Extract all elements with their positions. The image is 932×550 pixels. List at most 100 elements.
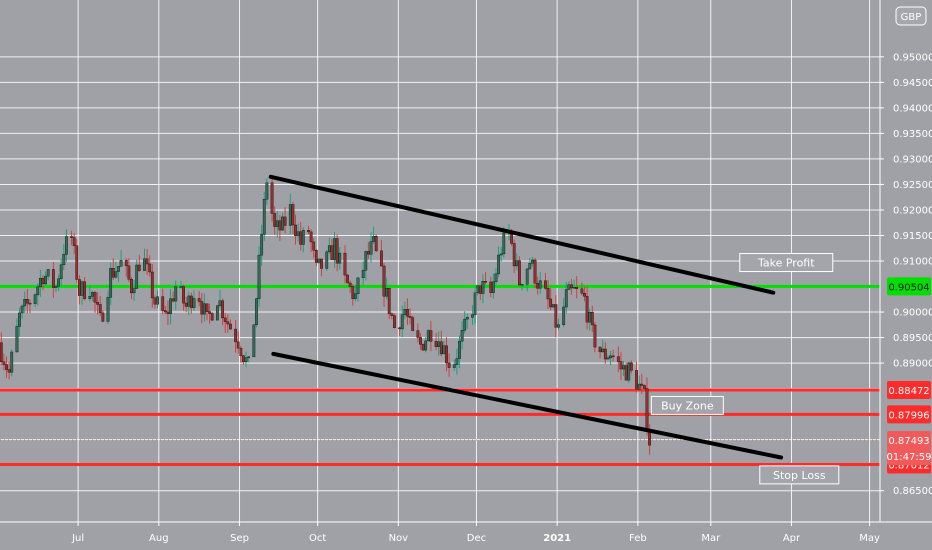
candle-body [351, 286, 355, 299]
trendline[interactable] [268, 174, 776, 295]
candle-up [215, 304, 219, 321]
candle-up [424, 337, 428, 353]
candle-body [174, 286, 178, 302]
price-tick-label: 0.89500 [893, 333, 932, 344]
last-price-tag[interactable]: 0.87493 01:47:59 [887, 431, 932, 466]
candle-body [497, 254, 500, 275]
candle-up [525, 267, 529, 292]
candle-body [260, 234, 264, 256]
candle-body [460, 330, 464, 342]
candle-body [64, 236, 68, 255]
candle-body [611, 355, 615, 358]
candle-down [70, 230, 73, 246]
candle-up [471, 305, 474, 325]
candle-down [544, 273, 547, 290]
candle-down [619, 352, 623, 381]
horizontal-levels[interactable] [0, 284, 880, 467]
candle-body [570, 284, 573, 289]
candle-up [327, 237, 331, 254]
candle-down [346, 273, 349, 284]
level-price-tag[interactable]: 0.88472 [887, 381, 931, 400]
price-axis[interactable]: 0.86500 0.89000 0.89500 0.90000 0.91000 0.915… [879, 0, 932, 550]
candle-body [455, 358, 459, 365]
price-tick-label: 0.93000 [893, 154, 932, 165]
candle-up [460, 321, 464, 350]
candle-body [520, 284, 524, 286]
candle-body [481, 281, 485, 294]
candle-body [372, 236, 376, 242]
annotation-take-profit[interactable]: Take Profit [739, 253, 834, 273]
candle-up [169, 288, 172, 325]
annotation-stop-loss[interactable]: Stop Loss [759, 465, 840, 485]
candle-body [445, 345, 448, 364]
level-price-tag[interactable]: 0.87996 [887, 405, 931, 424]
candle-down [421, 343, 425, 351]
price-tick-label: 0.92500 [893, 180, 932, 191]
candle-up [114, 261, 118, 279]
candle-down [330, 238, 334, 260]
annotation-label: Take Profit [757, 257, 815, 270]
candle-down [439, 330, 443, 357]
candle-down [374, 234, 378, 253]
candle-body [635, 370, 638, 390]
candle-down [367, 242, 370, 259]
candle-body [137, 264, 141, 271]
candle-body [515, 260, 519, 267]
price-tick-label: 0.89000 [893, 359, 932, 370]
candle-up [637, 375, 641, 390]
time-axis[interactable]: Jul Aug Sep Oct Nov Dec 2021 Feb Mar Apr May [0, 521, 932, 550]
candle-body [244, 357, 248, 362]
annotation-buy-zone[interactable]: Buy Zone [650, 395, 724, 415]
candle-down [28, 299, 32, 314]
candle-body [156, 296, 159, 305]
candle-body [536, 283, 540, 289]
candle-up [265, 178, 269, 205]
candle-body [143, 258, 146, 271]
candle-body [343, 252, 347, 276]
candle-down [273, 206, 277, 235]
candle-body [83, 281, 87, 299]
currency-badge[interactable]: GBP [895, 6, 927, 26]
candle-body [338, 252, 342, 264]
candle-body [458, 340, 461, 359]
candle-down [205, 303, 209, 321]
candle-down [406, 298, 409, 325]
candle-body [7, 369, 11, 373]
trendlines[interactable] [268, 174, 784, 460]
candle-body [236, 341, 240, 349]
candle-down [640, 373, 644, 395]
candle-body [41, 277, 45, 285]
candle-body [179, 286, 183, 288]
candle-body [374, 236, 378, 252]
candle-up [15, 318, 19, 353]
candle-up [497, 246, 500, 278]
candle-body [72, 237, 76, 246]
candle-up [499, 246, 503, 262]
candle-body [223, 317, 227, 322]
candle-body [57, 278, 60, 287]
candle-body [551, 304, 555, 308]
candle-up [288, 193, 292, 235]
candle-down [299, 221, 303, 251]
candle-body [437, 341, 441, 347]
candle-body [98, 304, 102, 314]
candle-body [434, 341, 438, 347]
candle-down [189, 292, 193, 314]
candle-up [481, 274, 485, 304]
annotations[interactable]: Take Profit Buy Zone Stop Loss [650, 253, 840, 485]
candle-body [25, 299, 29, 304]
candle-body [567, 284, 571, 290]
candle-body [46, 269, 50, 277]
candle-down [171, 291, 175, 303]
candle-body [15, 326, 19, 353]
candle-body [585, 296, 589, 323]
candle-body [247, 356, 251, 359]
trendline[interactable] [271, 351, 784, 460]
candle-body [544, 280, 547, 289]
candle-body [346, 274, 349, 284]
level-price-tag[interactable]: 0.90504 [887, 277, 931, 296]
candle-body [257, 254, 261, 299]
candle-down [536, 276, 540, 295]
level-price-tag-label: 0.90504 [888, 282, 929, 293]
